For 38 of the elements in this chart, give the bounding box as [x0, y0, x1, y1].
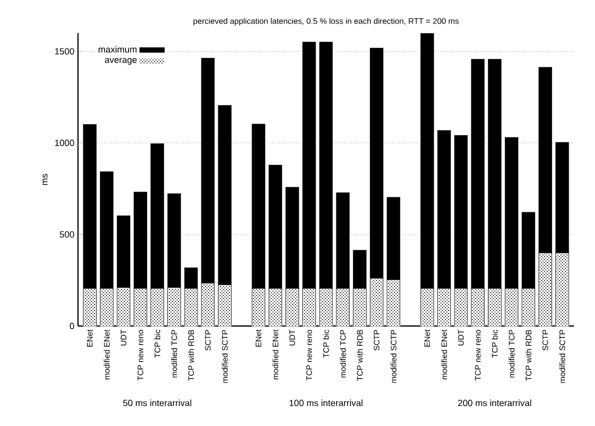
x-tick-label: modified ENet — [441, 330, 448, 380]
text: 50 ms interarrival — [123, 400, 192, 406]
x-tick-label: UDT — [120, 330, 126, 346]
x-tick-label: modified SCTP — [222, 330, 228, 383]
x-tick-label: TCP new reno — [475, 330, 481, 380]
x-tick-label: UDT — [289, 330, 296, 346]
x-tick-label: TCP bic — [492, 330, 498, 358]
x-tick-label: TCP new reno — [138, 330, 144, 380]
x-tick-label: TCP with RDB — [188, 330, 194, 381]
y-axis-title: ms — [42, 174, 48, 185]
x-tick-label: ENet — [424, 330, 430, 347]
x-tick-label: TCP with RDB — [526, 330, 532, 381]
x-tick-label: modified ENet — [104, 330, 110, 380]
x-tick-label: modified TCP — [171, 330, 178, 378]
x-tick-label: modified SCTP — [390, 330, 396, 383]
x-tick-label: SCTP — [542, 330, 548, 350]
x-tick-label: SCTP — [374, 330, 380, 350]
x-tick-label: ENet — [87, 330, 93, 347]
y-tick-label: 0 — [70, 322, 74, 330]
x-tick-label: TCP new reno — [306, 330, 312, 380]
legend-label: average — [104, 58, 137, 65]
chart-title: percieved application latencies, 0.5 % loss in each direction, RTT = 200 ms — [194, 18, 459, 26]
x-tick-label: modified TCP — [508, 330, 515, 378]
y-tick-label: 500 — [60, 231, 74, 238]
x-tick-label: modified ENet — [272, 330, 278, 380]
x-tick-label: TCP with RDB — [356, 330, 363, 381]
y-tick-label: 1000 — [55, 140, 74, 146]
x-tick-label: UDT — [458, 330, 464, 346]
legend-label: maximum — [98, 46, 136, 53]
x-tick-label: SCTP — [205, 330, 211, 350]
x-tick-label: TCP bic — [323, 330, 329, 358]
x-tick-label: modified SCTP — [559, 330, 566, 383]
x-tick-label: modified TCP — [340, 330, 346, 378]
x-tick-label: TCP bic — [154, 330, 160, 358]
x-tick-label: ENet — [256, 330, 262, 347]
text: 100 ms interarrival — [290, 400, 362, 406]
text: 200 ms interarrival — [458, 400, 532, 406]
y-tick-label: 1500 — [55, 48, 74, 55]
